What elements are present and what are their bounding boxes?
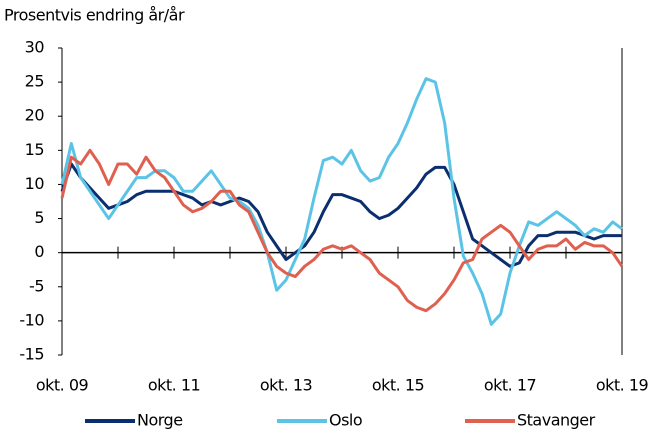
x-tick-label: okt. 15	[372, 376, 424, 395]
y-tick-label: -15	[19, 345, 44, 364]
x-tick-label: okt. 11	[148, 376, 200, 395]
y-tick-label: -5	[29, 276, 44, 295]
y-tick-label: 5	[34, 208, 44, 227]
line-series	[60, 148, 624, 313]
y-tick-label: -10	[19, 310, 44, 329]
line-series	[60, 77, 623, 326]
x-tick-label: okt. 09	[36, 376, 89, 395]
legend-label: Norge	[137, 411, 183, 430]
y-tick-label: 25	[25, 72, 44, 91]
chart-subtitle: Prosentvis endring år/år	[4, 6, 185, 25]
y-tick-label: 30	[25, 38, 45, 57]
x-tick-label: okt. 17	[484, 376, 536, 395]
line-series	[60, 162, 622, 268]
x-tick-label: okt. 13	[260, 376, 312, 395]
legend-label: Oslo	[329, 411, 362, 430]
x-tick-label: okt. 19	[596, 376, 649, 395]
y-tick-label: 0	[34, 242, 44, 261]
y-tick-label: 20	[25, 106, 45, 125]
y-tick-label: 10	[25, 174, 45, 193]
y-tick-label: 15	[25, 140, 44, 159]
legend-label: Stavanger	[517, 411, 596, 430]
